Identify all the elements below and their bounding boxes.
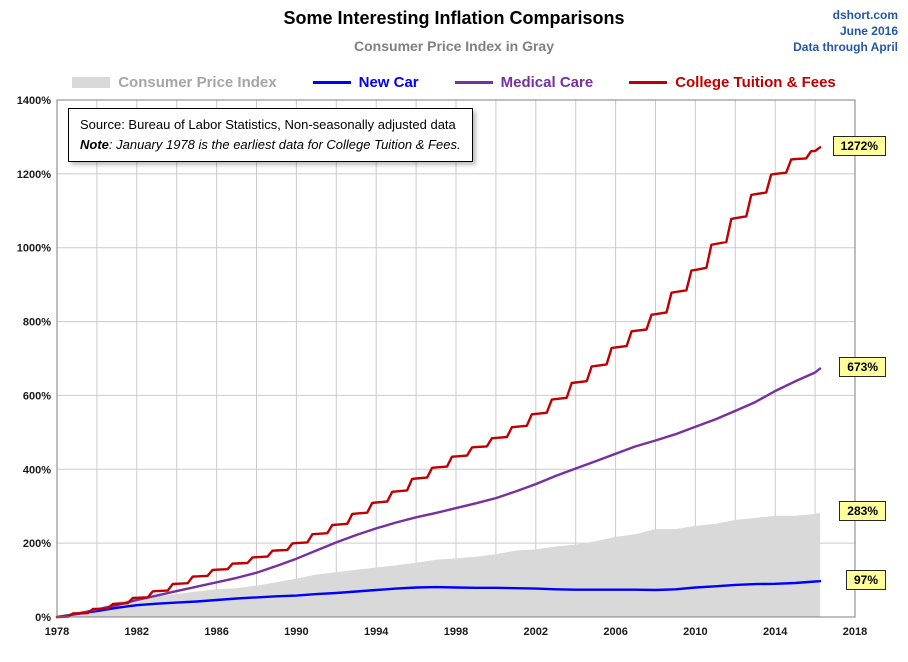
legend-item-cpi: Consumer Price Index <box>72 74 277 91</box>
publish-date: June 2016 <box>839 24 898 38</box>
legend-label-new-car: New Car <box>358 74 419 91</box>
end-label-medical-care: 673% <box>839 357 886 378</box>
source-line: Source: Bureau of Labor Statistics, Non-… <box>80 117 456 132</box>
x-tick-label: 1994 <box>364 626 389 638</box>
tuition-swatch <box>629 81 668 84</box>
y-tick-label: 1200% <box>17 169 51 181</box>
legend-label-tuition: College Tuition & Fees <box>675 74 836 91</box>
legend-item-new-car: New Car <box>312 74 419 91</box>
chart-title: Some Interesting Inflation Comparisons <box>283 8 625 28</box>
note-label: Note <box>80 137 109 153</box>
cpi-swatch <box>72 77 111 88</box>
end-label-tuition: 1272% <box>832 136 886 157</box>
x-tick-label: 2002 <box>524 626 548 638</box>
series-area-cpi <box>57 512 821 617</box>
medical-care-swatch <box>454 81 493 84</box>
x-tick-label: 2018 <box>843 626 867 638</box>
legend-label-cpi: Consumer Price Index <box>118 74 277 91</box>
series-line-1 <box>55 580 822 619</box>
x-tick-label: 2010 <box>683 626 707 638</box>
end-label-cpi: 283% <box>839 501 886 522</box>
brand-name: dshort.com <box>832 8 898 22</box>
legend-item-medical-care: Medical Care <box>454 74 594 91</box>
legend: Consumer Price Index New Car Medical Car… <box>0 74 908 91</box>
branding-block: dshort.com June 2016 Data through April <box>793 7 898 55</box>
legend-label-medical-care: Medical Care <box>500 74 594 91</box>
note-text: : January 1978 is the earliest data for … <box>108 137 461 153</box>
y-tick-label: 200% <box>23 538 51 550</box>
x-tick-label: 1998 <box>444 626 468 638</box>
source-note-box: Source: Bureau of Labor Statistics, Non-… <box>68 108 473 163</box>
new-car-swatch <box>312 81 351 84</box>
y-tick-label: 400% <box>23 464 51 476</box>
x-tick-label: 2014 <box>763 626 788 638</box>
y-tick-label: 600% <box>23 390 51 402</box>
x-tick-label: 2006 <box>603 626 627 638</box>
data-through-note: Data through April <box>793 40 898 54</box>
x-tick-label: 1990 <box>284 626 308 638</box>
x-tick-label: 1986 <box>204 626 228 638</box>
x-tick-label: 1982 <box>125 626 149 638</box>
legend-item-tuition: College Tuition & Fees <box>629 74 836 91</box>
y-tick-label: 800% <box>23 317 51 329</box>
y-tick-label: 1000% <box>17 243 51 255</box>
end-label-new-car: 97% <box>845 570 886 591</box>
chart-subtitle: Consumer Price Index in Gray <box>354 38 554 54</box>
y-tick-label: 0% <box>35 612 51 624</box>
series-line-3 <box>55 146 822 619</box>
y-tick-label: 1400% <box>17 95 51 107</box>
series-line-2 <box>55 367 822 619</box>
x-tick-label: 1978 <box>45 626 69 638</box>
note-line: Note: January 1978 is the earliest data … <box>80 135 461 155</box>
